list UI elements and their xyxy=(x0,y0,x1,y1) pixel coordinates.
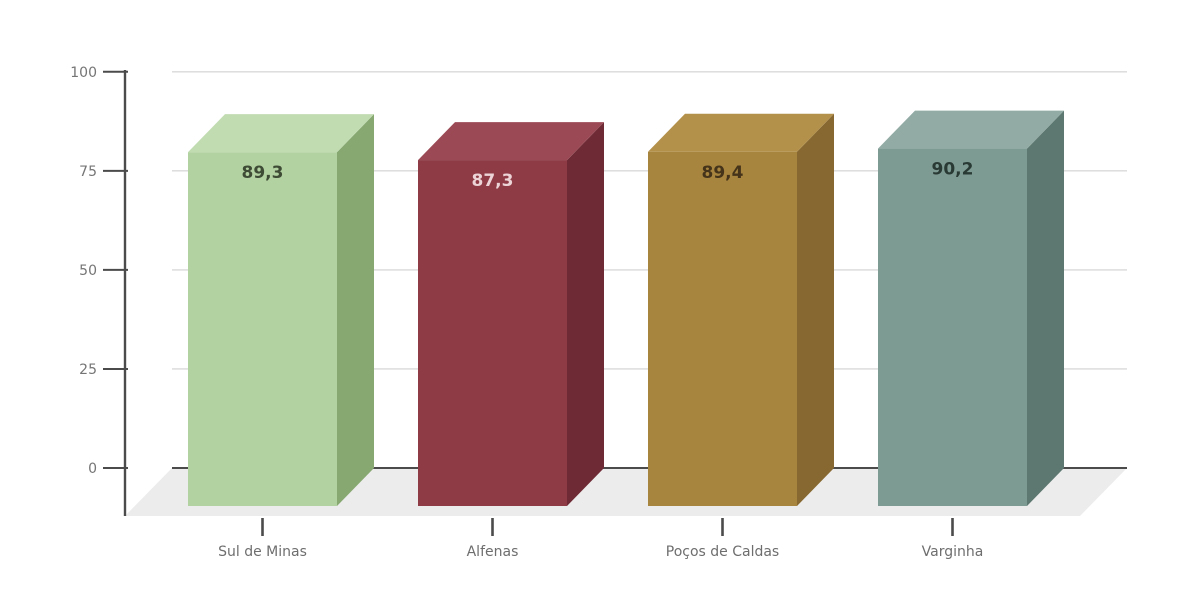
bar-side-face xyxy=(1027,110,1064,506)
bar-front-face xyxy=(648,151,797,506)
bar-top-face xyxy=(648,113,834,152)
bar-side-face xyxy=(567,122,604,506)
y-axis-label-50: 50 xyxy=(79,263,97,279)
bar-sul-de-minas: 89,3 xyxy=(188,114,374,506)
x-axis-label-alfenas: Alfenas xyxy=(467,544,519,560)
y-axis-label-0: 0 xyxy=(88,461,97,477)
bar-top-face xyxy=(418,122,604,161)
bar-value-label: 90,2 xyxy=(932,160,974,180)
bar-front-face xyxy=(418,160,567,507)
bar-top-face xyxy=(188,114,374,153)
bar-varginha: 90,2 xyxy=(878,110,1064,506)
bar-front-face xyxy=(878,148,1027,506)
bar-pocos-de-caldas: 89,4 xyxy=(648,113,834,506)
bar-side-face xyxy=(797,113,834,506)
x-axis-label-varginha: Varginha xyxy=(922,544,984,560)
bar-value-label: 87,3 xyxy=(472,171,514,191)
y-axis-label-100: 100 xyxy=(70,65,97,81)
bar-alfenas: 87,3 xyxy=(418,122,604,507)
bar-value-label: 89,3 xyxy=(242,163,284,183)
bar-value-label: 89,4 xyxy=(702,163,744,183)
bar-side-face xyxy=(337,114,374,506)
x-axis-label-sul-de-minas: Sul de Minas xyxy=(218,544,307,560)
bar-top-face xyxy=(878,110,1064,149)
y-axis-label-25: 25 xyxy=(79,362,97,378)
y-axis-label-75: 75 xyxy=(79,164,97,180)
bar-front-face xyxy=(188,152,337,506)
x-axis-label-pocos-de-caldas: Poços de Caldas xyxy=(666,544,779,560)
chart-floor xyxy=(125,468,1127,516)
